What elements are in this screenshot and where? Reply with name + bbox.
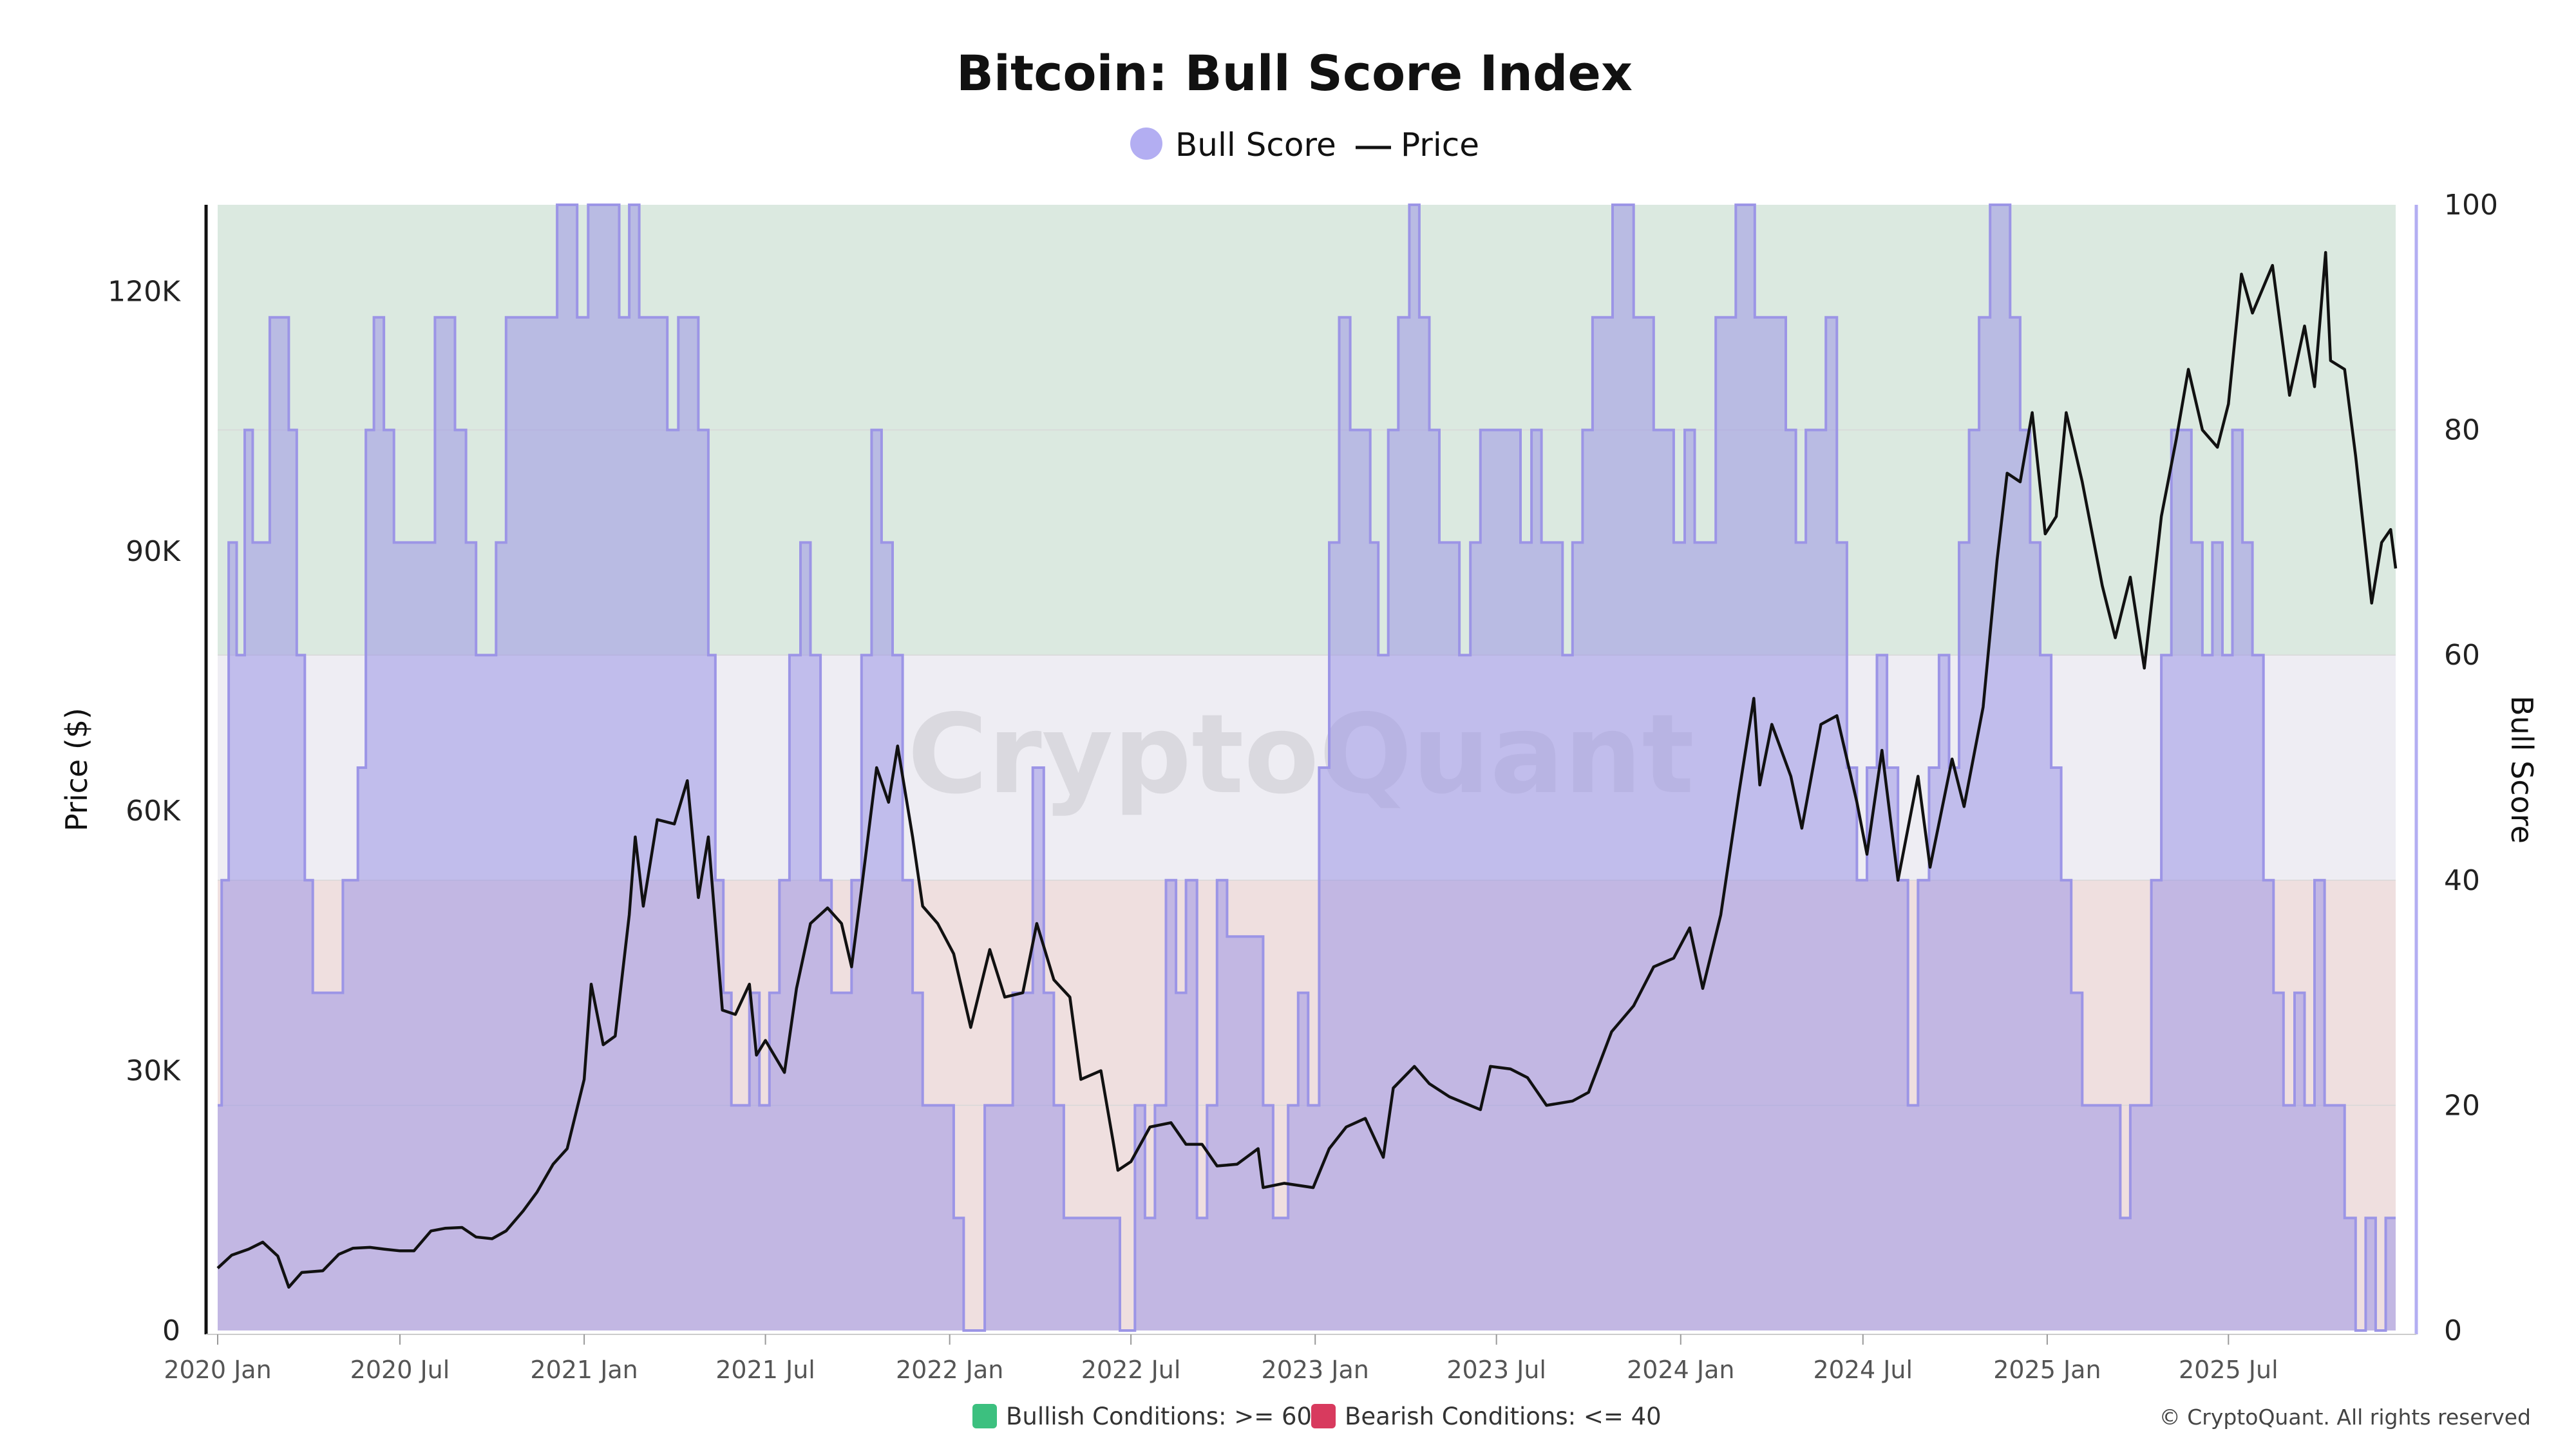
x-tick-label: 2025 Jul	[2179, 1356, 2278, 1384]
x-tick-label: 2021 Jul	[715, 1356, 815, 1384]
bull-score-area	[218, 205, 2396, 1331]
x-tick-label: 2020 Jul	[350, 1356, 450, 1384]
left-axis-ticks: 0 30K 60K 90K 120K	[108, 275, 181, 1347]
left-tick-label: 120K	[108, 275, 181, 308]
right-tick-label: 100	[2444, 189, 2498, 222]
right-tick-label: 20	[2444, 1089, 2480, 1122]
x-tick-label: 2025 Jan	[1993, 1356, 2101, 1384]
left-tick-label: 60K	[126, 795, 181, 828]
footer-legend: Bullish Conditions: >= 60 Bearish Condit…	[972, 1403, 1662, 1430]
price-line	[216, 251, 2398, 1289]
bearish-swatch	[1311, 1404, 1336, 1428]
bullish-conditions-label: Bullish Conditions: >= 60	[1006, 1403, 1312, 1430]
x-tick-label: 2020 Jan	[164, 1356, 271, 1384]
x-tick-label: 2022 Jul	[1081, 1356, 1181, 1384]
left-axis-label: Price ($)	[59, 708, 94, 831]
right-tick-label: 0	[2444, 1314, 2462, 1347]
x-tick-label: 2022 Jan	[896, 1356, 1003, 1384]
bullish-swatch	[972, 1404, 997, 1428]
x-tick-label: 2021 Jan	[530, 1356, 638, 1384]
legend-bull-score-marker	[1130, 128, 1162, 160]
x-axis-ticks: 2020 Jan 2020 Jul 2021 Jan 2021 Jul 2022 Jan…	[164, 1334, 2278, 1384]
chart-title: Bitcoin: Bull Score Index	[956, 44, 1633, 102]
left-tick-label: 30K	[126, 1055, 181, 1088]
right-axis-label: Bull Score	[2505, 696, 2539, 844]
x-tick-label: 2024 Jan	[1627, 1356, 1734, 1384]
legend-price-label: Price	[1401, 126, 1479, 164]
x-tick-label: 2023 Jan	[1262, 1356, 1369, 1384]
x-tick-label: 2023 Jul	[1446, 1356, 1546, 1384]
left-tick-label: 90K	[126, 535, 181, 568]
legend[interactable]: Bull Score Price	[1130, 126, 1479, 164]
right-tick-label: 40	[2444, 864, 2480, 897]
bull-score-series	[218, 204, 2396, 1332]
left-tick-label: 0	[162, 1314, 180, 1347]
x-tick-label: 2024 Jul	[1813, 1356, 1913, 1384]
right-axis-ticks: 0 20 40 60 80 100	[2444, 189, 2498, 1347]
right-tick-label: 80	[2444, 414, 2480, 447]
legend-bull-score-label: Bull Score	[1175, 126, 1336, 164]
copyright: © CryptoQuant. All rights reserved	[2159, 1405, 2531, 1430]
right-tick-label: 60	[2444, 639, 2480, 672]
bull-score-line	[218, 204, 2396, 1332]
bearish-conditions-label: Bearish Conditions: <= 40	[1345, 1403, 1662, 1430]
price-series	[216, 251, 2398, 1289]
